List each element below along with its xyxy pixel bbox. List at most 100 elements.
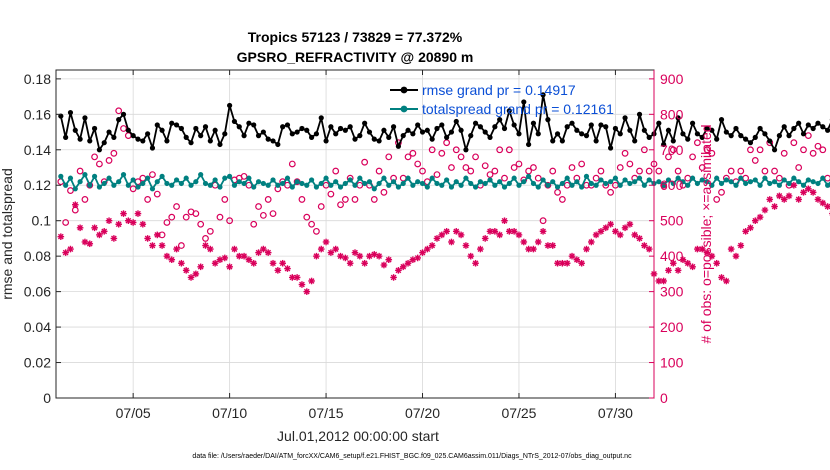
totalspread-point — [106, 175, 112, 181]
rmse-point — [275, 141, 281, 148]
rmse-point — [680, 131, 686, 137]
asterisk-stroke — [96, 232, 103, 238]
totalspread-point — [680, 179, 686, 185]
assimilated-obs-point — [520, 238, 528, 246]
assimilated-obs-point — [390, 274, 397, 281]
totalspread-point — [362, 180, 368, 187]
rmse-point — [670, 138, 676, 144]
asterisk-stroke — [602, 224, 609, 231]
asterisk-stroke — [583, 246, 590, 252]
assimilated-obs-point — [727, 245, 735, 253]
asterisk-stroke — [308, 278, 315, 284]
totalspread-point — [810, 179, 816, 185]
rmse-point — [646, 134, 652, 140]
asterisk-stroke — [766, 196, 773, 203]
legend: rmse grand pr = 0.14917 totalspread gran… — [390, 82, 614, 117]
rmse-point — [704, 125, 710, 132]
rmse-point — [357, 133, 363, 139]
totalspread-point — [757, 182, 763, 188]
possible-obs-point — [144, 196, 152, 203]
totalspread-point — [820, 175, 826, 181]
totalspread-point — [183, 175, 189, 181]
asterisk-stroke — [192, 271, 199, 277]
assimilated-obs-point — [298, 281, 306, 288]
rmse-point — [747, 140, 754, 146]
x-tick-label: 07/05 — [116, 405, 151, 421]
assimilated-obs-point — [602, 224, 610, 232]
totalspread-point — [550, 179, 556, 185]
possible-obs-point — [809, 149, 817, 157]
possible-obs-point — [703, 146, 711, 154]
possible-obs-point — [115, 107, 123, 115]
asterisk-stroke — [617, 232, 624, 238]
assimilated-obs-point — [539, 228, 547, 235]
totalspread-point — [559, 180, 565, 187]
totalspread-point — [786, 180, 792, 187]
asterisk-stroke — [815, 196, 821, 203]
assimilated-obs-point — [819, 199, 827, 207]
asterisk-stroke — [472, 260, 479, 267]
asterisk-stroke — [443, 228, 450, 235]
rmse-point — [342, 127, 348, 133]
rmse-point — [468, 133, 474, 139]
totalspread-point — [87, 182, 93, 188]
assimilated-obs-point — [178, 259, 185, 267]
totalspread-point — [419, 180, 426, 187]
assimilated-obs-point — [636, 235, 643, 242]
asterisk-stroke — [332, 246, 339, 252]
asterisk-stroke — [728, 246, 735, 252]
possible-obs-point — [269, 210, 277, 218]
totalspread-point — [164, 180, 170, 187]
possible-obs-point — [751, 157, 759, 164]
rmse-point — [579, 131, 585, 137]
totalspread-point — [149, 186, 156, 192]
asterisk-stroke — [246, 256, 252, 263]
totalspread-point — [395, 184, 402, 190]
asterisk-stroke — [207, 246, 214, 252]
possible-obs-point — [327, 190, 335, 198]
asterisk-stroke — [86, 240, 93, 247]
totalspread-point — [694, 180, 701, 187]
assimilated-obs-point — [240, 252, 248, 260]
rmse-point — [757, 125, 763, 132]
assimilated-obs-point — [790, 181, 798, 189]
asterisk-stroke — [463, 242, 469, 249]
asterisk-stroke — [684, 260, 691, 267]
asterisk-stroke — [313, 253, 320, 260]
possible-obs-point — [583, 181, 590, 189]
totalspread-point — [337, 184, 344, 190]
possible-obs-point — [120, 125, 127, 132]
rmse-point — [72, 127, 78, 133]
asterisk-stroke — [516, 232, 522, 238]
asterisk-stroke — [564, 260, 571, 267]
y-tick-label-right: 500 — [660, 213, 684, 229]
rmse-point — [699, 134, 705, 140]
rmse-point — [709, 127, 715, 133]
assimilated-obs-point — [766, 196, 774, 203]
asterisk-stroke — [202, 242, 209, 249]
chart-subtitle: GPSRO_REFRACTIVITY @ 20890 m — [237, 49, 474, 65]
rmse-point — [791, 125, 797, 132]
totalspread-point — [723, 177, 729, 183]
totalspread-point — [728, 179, 734, 185]
rmse-point — [752, 134, 758, 140]
rmse-point — [347, 124, 353, 130]
asterisk-stroke — [376, 253, 382, 260]
x-tick-label: 07/10 — [212, 405, 247, 421]
assimilated-obs-point — [530, 245, 537, 253]
totalspread-point — [251, 184, 257, 190]
assimilated-obs-point — [395, 267, 402, 274]
possible-obs-point — [626, 160, 634, 168]
possible-obs-point — [284, 181, 291, 189]
rmse-point — [501, 125, 508, 132]
possible-obs-point — [250, 220, 258, 228]
assimilated-obs-point — [399, 263, 407, 271]
asterisk-stroke — [491, 228, 498, 235]
totalspread-point — [627, 180, 633, 187]
asterisk-stroke — [178, 260, 185, 267]
assimilated-obs-point — [452, 228, 460, 235]
asterisk-stroke — [506, 228, 513, 235]
rmse-point — [689, 120, 696, 126]
rmse-point — [661, 141, 667, 148]
rmse-point — [607, 145, 614, 151]
